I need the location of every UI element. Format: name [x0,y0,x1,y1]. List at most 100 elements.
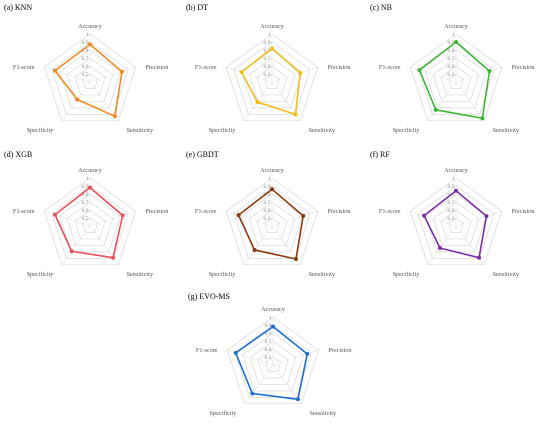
data-point [298,70,303,75]
axis-spoke [455,81,485,122]
radar-chart: (b) DT 1 0.9 0.8 0.7 0.6 0.5 Accuracy Precision S… [186,3,350,134]
grid-ring [257,348,289,379]
data-point [293,257,298,262]
data-point [270,46,274,51]
axis-label: F1-score [195,208,217,215]
tick-label: 0.5 [448,216,455,222]
data-point [239,70,244,75]
tick-label: 0.8 [264,192,271,198]
data-point [484,214,489,219]
data-point [422,213,427,218]
axis-label: Specificity [209,271,237,278]
axis-label: Precision [327,64,350,71]
axis-label: Accuracy [261,306,286,313]
tick-label: 0.9 [264,40,271,46]
grid-ring [81,73,99,89]
grid-ring [249,340,297,385]
tick-label: 0.6 [448,64,455,70]
axis-spoke [89,81,119,122]
tick-label: 0.8 [448,48,455,54]
axis-label: Precision [328,347,351,354]
grid-ring [447,73,465,89]
tick-label: 0.6 [82,64,89,70]
grid-ring [66,201,114,246]
axis-label: Sensitivity [309,271,336,278]
grid-ring [440,209,472,240]
series-line [54,43,123,118]
tick-label: 0.5 [264,72,271,78]
grid-ring [248,201,296,246]
tick-label: 0.5 [448,72,455,78]
grid-ring [447,217,465,233]
tick-label: 0.8 [82,48,89,54]
axis-label: Precision [511,64,534,71]
tick-label: 1 [86,176,89,182]
grid-ring [74,65,106,96]
data-point [255,100,260,105]
data-point [119,69,124,74]
axis-label: Precision [145,208,168,215]
tick-label: 0.8 [264,48,271,54]
grid-ring [409,33,503,122]
grid-ring [226,316,320,405]
grid-ring [417,41,495,115]
axis-spoke [44,210,91,227]
data-point [53,212,58,217]
radar-chart: (g) EVO-MS 1 0.9 0.8 0.7 0.6 0.5 Accuracy Precis… [188,292,351,417]
axis-spoke [272,349,319,366]
grid-ring [81,217,99,233]
tick-label: 0.6 [264,64,271,70]
axis-spoke [455,66,502,83]
radar-chart: (a) KNN 1 0.9 0.8 0.7 0.6 0.5 Accuracy Precision… [4,3,168,134]
axis-label: Sensitivity [310,410,337,417]
data-point [433,107,438,112]
axis-label: F1-score [379,64,401,71]
data-point [293,112,298,117]
tick-label: 0.9 [82,184,89,190]
grid-ring [409,177,503,266]
data-point [295,397,300,402]
series-line [418,41,491,120]
axis-label: Specificity [210,410,238,417]
data-point [69,249,74,254]
data-point [233,350,238,355]
data-point [250,391,255,396]
tick-label: 0.8 [265,331,272,337]
grid-ring [225,177,319,266]
data-point [53,68,58,73]
axis-label: Accuracy [78,167,103,174]
radar-chart: (d) XGB 1 0.9 0.8 0.7 0.6 0.5 Accuracy Precision… [4,150,168,278]
axis-label: F1-score [13,208,35,215]
axis-label: Accuracy [444,167,469,174]
radar-chart: (c) NB 1 0.9 0.8 0.7 0.6 0.5 Accuracy Precision S… [370,3,534,134]
axis-label: F1-score [379,208,401,215]
grid-ring [248,57,296,102]
axis-label: Accuracy [260,167,285,174]
tick-label: 0.7 [265,339,272,345]
axis-spoke [243,225,273,266]
grid-ring [256,65,288,96]
data-point [120,213,125,218]
grid-ring [225,33,319,122]
axis-label: F1-score [13,64,35,71]
grid-ring [263,73,281,89]
grid-ring [233,41,311,115]
tick-label: 0.5 [264,216,271,222]
radar-chart: (e) GBDT 1 0.9 0.8 0.7 0.6 0.5 Accuracy Precisio… [186,150,350,278]
axis-spoke [244,364,274,405]
series-line [237,188,304,260]
series-line [54,186,124,259]
grid-ring [51,185,129,259]
grid-ring [440,65,472,96]
axis-label: Precision [327,208,350,215]
axis-spoke [427,225,457,266]
tick-label: 1 [86,32,89,38]
radar-chart: (f) RF10.90.80.70.60.5AccuracyPrecisionS… [370,150,534,278]
tick-label: 0.7 [448,56,455,62]
axis-label: Sensitivity [309,127,336,134]
axis-spoke [89,66,136,83]
data-point [438,246,443,251]
grid-ring [59,193,121,253]
data-point [88,185,92,190]
